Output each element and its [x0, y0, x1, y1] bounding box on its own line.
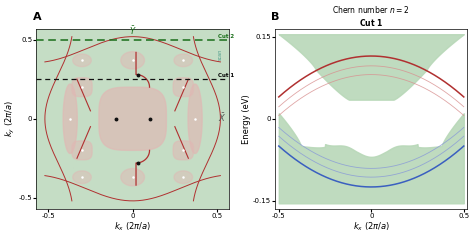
Polygon shape [99, 87, 166, 150]
Y-axis label: Energy (eV): Energy (eV) [242, 94, 251, 144]
Text: $\bar{X}$: $\bar{X}$ [218, 111, 226, 123]
Text: Cut 1: Cut 1 [218, 73, 234, 78]
Polygon shape [174, 171, 192, 183]
Polygon shape [73, 54, 91, 67]
Title: Chern number $n = 2$
$\mathbf{Cut\ 1}$: Chern number $n = 2$ $\mathbf{Cut\ 1}$ [332, 4, 410, 28]
Polygon shape [174, 54, 192, 67]
Polygon shape [188, 84, 202, 154]
Polygon shape [121, 52, 145, 69]
Text: scan: scan [218, 49, 223, 60]
Polygon shape [63, 84, 77, 154]
Polygon shape [173, 141, 193, 160]
X-axis label: $k_x\ (2\pi/a)$: $k_x\ (2\pi/a)$ [114, 220, 151, 233]
Polygon shape [121, 169, 145, 186]
X-axis label: $k_x\ (2\pi/a)$: $k_x\ (2\pi/a)$ [353, 220, 390, 233]
Polygon shape [73, 171, 91, 183]
Polygon shape [173, 78, 193, 97]
Polygon shape [72, 141, 92, 160]
Text: A: A [33, 12, 41, 22]
Polygon shape [72, 78, 92, 97]
Text: $\bar{Y}$: $\bar{Y}$ [129, 25, 137, 37]
Y-axis label: $k_y\ (2\pi/a)$: $k_y\ (2\pi/a)$ [4, 100, 17, 137]
Text: B: B [271, 12, 280, 22]
Text: Cut 2: Cut 2 [218, 34, 234, 39]
